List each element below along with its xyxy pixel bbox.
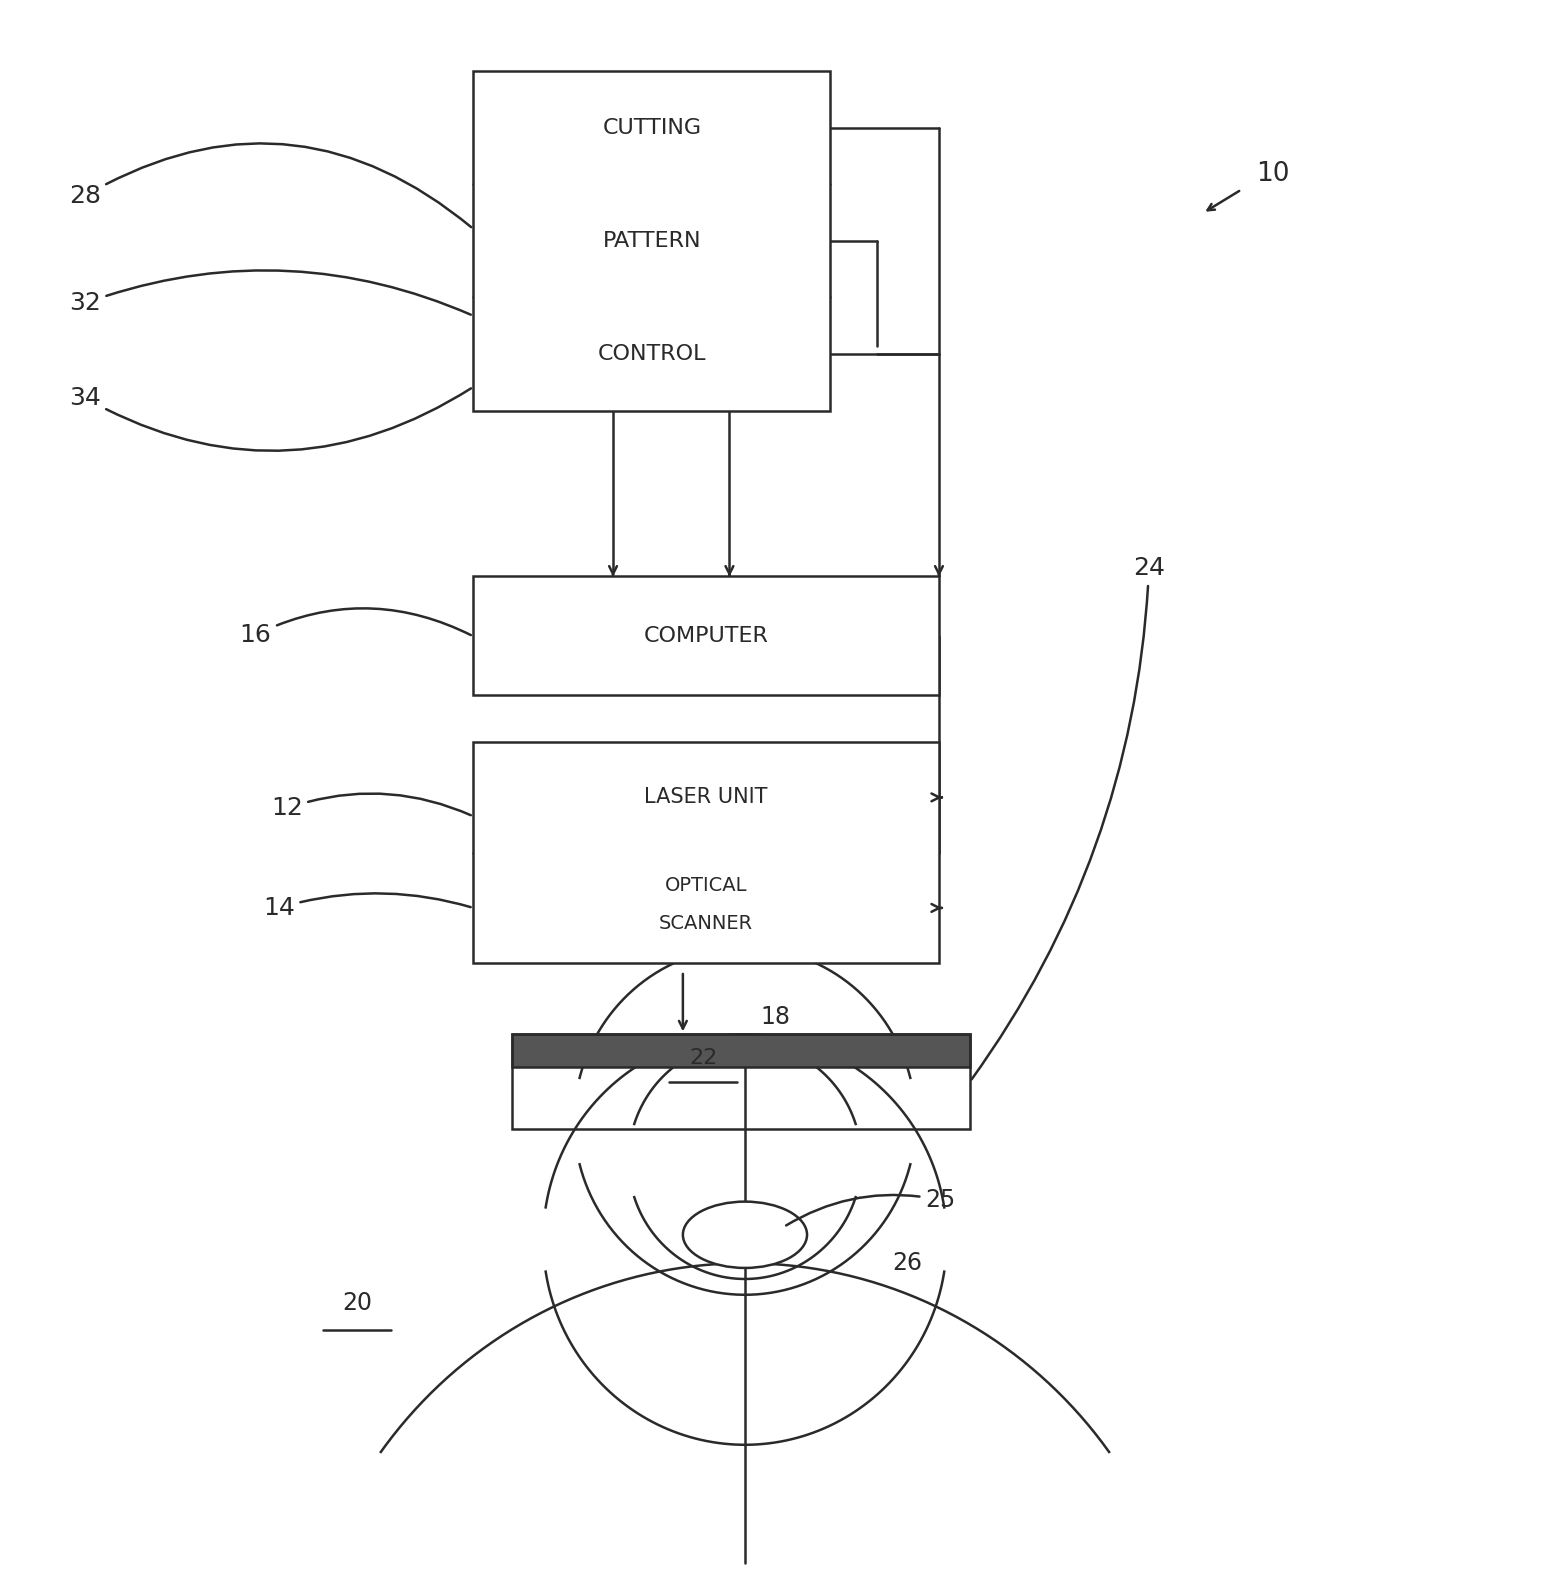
Text: SCANNER: SCANNER (660, 914, 753, 933)
Text: 24: 24 (972, 556, 1166, 1080)
Ellipse shape (683, 1202, 807, 1268)
Text: OPTICAL: OPTICAL (664, 876, 748, 895)
Text: 10: 10 (1256, 161, 1290, 186)
Bar (473, 71, 830, 411)
Text: 25: 25 (787, 1187, 954, 1225)
Bar (473, 576, 939, 695)
Text: PATTERN: PATTERN (602, 231, 702, 251)
Text: 28: 28 (68, 144, 472, 227)
Text: 26: 26 (892, 1251, 922, 1276)
Text: 18: 18 (760, 1004, 790, 1030)
Bar (512, 1034, 970, 1067)
Text: 32: 32 (68, 270, 470, 316)
Text: COMPUTER: COMPUTER (644, 625, 768, 646)
Text: 34: 34 (68, 385, 470, 450)
Bar (512, 1034, 970, 1129)
Text: 22: 22 (689, 1048, 717, 1067)
Text: 12: 12 (270, 794, 470, 821)
Bar (473, 742, 939, 963)
Text: LASER UNIT: LASER UNIT (644, 788, 768, 807)
Text: 16: 16 (239, 608, 470, 647)
Text: CUTTING: CUTTING (602, 118, 702, 137)
Text: CONTROL: CONTROL (598, 344, 706, 363)
Text: 14: 14 (262, 894, 470, 921)
Text: 20: 20 (341, 1290, 372, 1315)
